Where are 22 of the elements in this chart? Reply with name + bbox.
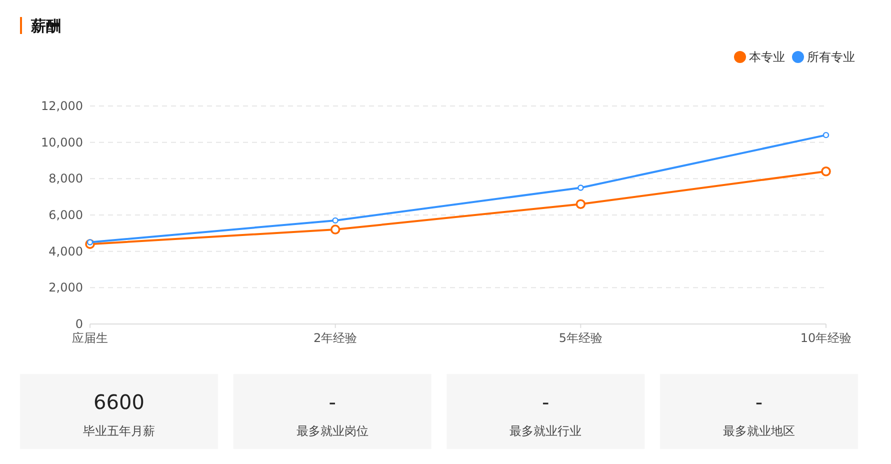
text: 最多就业岗位 [296, 424, 368, 438]
text: - [328, 390, 336, 414]
text: 毕业五年月薪 [83, 424, 155, 438]
y-tick-label: 0 [75, 317, 83, 331]
legend-label: 本专业 [749, 50, 785, 64]
chart-title: 薪酬 [30, 17, 61, 35]
y-tick-label: 2,000 [48, 280, 83, 295]
text: 最多就业行业 [510, 424, 582, 438]
x-tick-label: 10年经验 [800, 331, 852, 345]
x-tick-label: 2年经验 [314, 331, 358, 345]
y-tick-label: 6,000 [48, 208, 83, 222]
text: 最多就业地区 [723, 424, 795, 438]
y-tick-label: 8,000 [48, 172, 83, 186]
text: - [755, 390, 763, 414]
y-tick-label: 10,000 [41, 135, 83, 150]
legend-label: 所有专业 [807, 50, 855, 64]
x-tick-label: 5年经验 [558, 331, 602, 345]
text: - [542, 390, 550, 414]
text: 6600 [94, 390, 144, 414]
y-tick-label: 4,000 [48, 244, 83, 258]
x-tick-label: 应届生 [72, 331, 108, 345]
y-tick-label: 12,000 [41, 99, 83, 113]
